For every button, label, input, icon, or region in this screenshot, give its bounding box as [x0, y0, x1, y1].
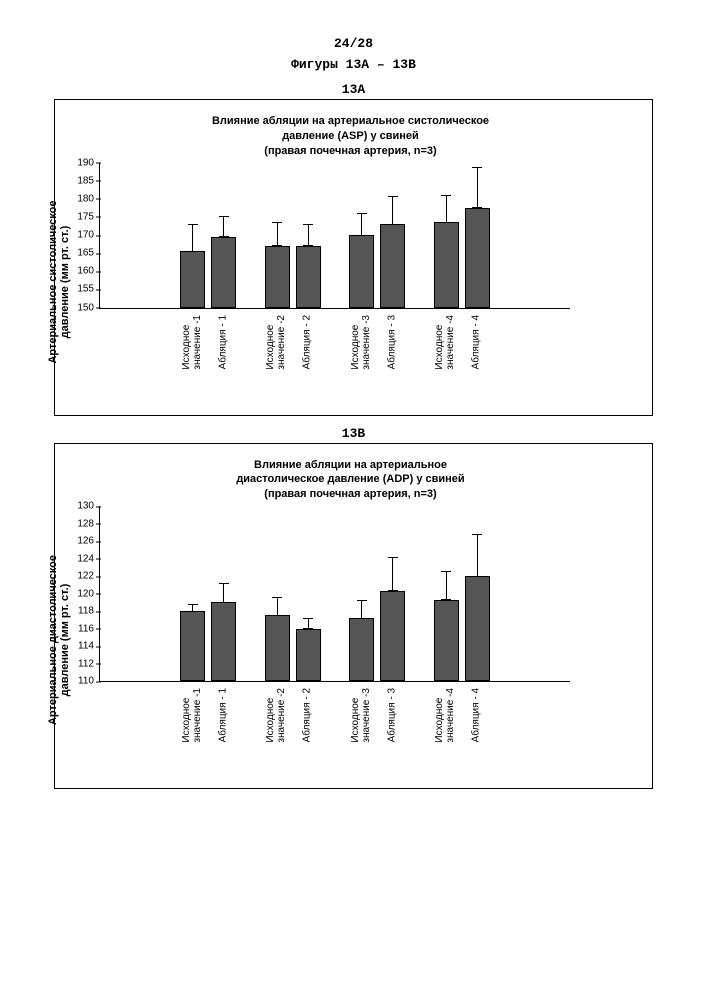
ytick: 128 [77, 518, 100, 529]
ytick: 112 [78, 658, 100, 669]
bar [434, 600, 459, 681]
bar [296, 629, 321, 682]
chart-a-ylabel: Артериальное систолическоедавление (мм р… [47, 200, 71, 363]
ytick: 120 [77, 588, 100, 599]
ytick: 180 [77, 193, 100, 204]
ytick: 126 [77, 536, 100, 547]
xlabel: Исходноезначение -2 [265, 315, 287, 370]
ytick: 175 [77, 211, 100, 222]
xlabel: Абляция - 3 [386, 315, 397, 369]
bar [465, 576, 490, 681]
xlabel: Исходноезначение -3 [350, 688, 372, 743]
xlabel: Абляция - 3 [386, 688, 397, 742]
bar [349, 618, 374, 681]
chart-a-title: Влияние абляции на артериальное систолич… [65, 114, 636, 159]
panel-a: Влияние абляции на артериальное систолич… [54, 99, 653, 416]
ytick: 170 [77, 230, 100, 241]
xlabel: Исходноезначение -2 [265, 688, 287, 743]
bar [265, 246, 290, 308]
ytick: 130 [77, 501, 100, 512]
bar [265, 615, 290, 681]
chart-a-xlabels: Исходноезначение -1 Абляция - 1 Исходноезн… [99, 309, 569, 401]
ytick: 124 [77, 553, 100, 564]
xlabel: Исходноезначение -1 [181, 688, 203, 743]
chart-b-title: Влияние абляции на артериальное диастоли… [65, 458, 636, 503]
xlabel: Абляция - 1 [217, 688, 228, 742]
xlabel: Исходноезначение -3 [350, 315, 372, 370]
bar [380, 224, 405, 307]
ytick: 190 [77, 157, 100, 168]
xlabel: Абляция - 1 [217, 315, 228, 369]
ytick: 185 [77, 175, 100, 186]
xlabel: Абляция - 4 [471, 315, 482, 369]
ytick: 110 [78, 676, 100, 687]
ytick: 122 [77, 571, 100, 582]
chart-b-xlabels: Исходноезначение -1 Абляция - 1 Исходноезн… [99, 682, 569, 774]
page-title: Фигуры 13A – 13B [54, 57, 653, 72]
ytick: 150 [77, 302, 100, 313]
xlabel: Исходноезначение -4 [434, 688, 456, 743]
ytick: 116 [78, 623, 100, 634]
xlabel: Исходноезначение -4 [434, 315, 456, 370]
bar [296, 246, 321, 308]
bar [211, 602, 236, 681]
chart-b-ylabel: Артериальное диастолическоедавление (мм … [47, 555, 71, 725]
xlabel: Исходноезначение -1 [181, 315, 203, 370]
ytick: 114 [78, 641, 100, 652]
ytick: 155 [77, 284, 100, 295]
bar [349, 235, 374, 308]
panel-a-label: 13A [54, 82, 653, 97]
panel-b-label: 13B [54, 426, 653, 441]
xlabel: Абляция - 2 [302, 688, 313, 742]
bar [380, 591, 405, 681]
bar [180, 251, 205, 307]
bar [465, 208, 490, 308]
page-number: 24/28 [54, 36, 653, 51]
panel-b: Влияние абляции на артериальное диастоли… [54, 443, 653, 790]
ytick: 165 [77, 248, 100, 259]
xlabel: Абляция - 4 [471, 688, 482, 742]
chart-b-plot: 110112114116118120122124126128130 [99, 506, 570, 682]
bar [180, 611, 205, 681]
ytick: 160 [77, 266, 100, 277]
ytick: 118 [78, 606, 100, 617]
bar [211, 237, 236, 308]
bar [434, 222, 459, 307]
xlabel: Абляция - 2 [302, 315, 313, 369]
chart-a-plot: 150155160165170175180185190 [99, 163, 570, 309]
